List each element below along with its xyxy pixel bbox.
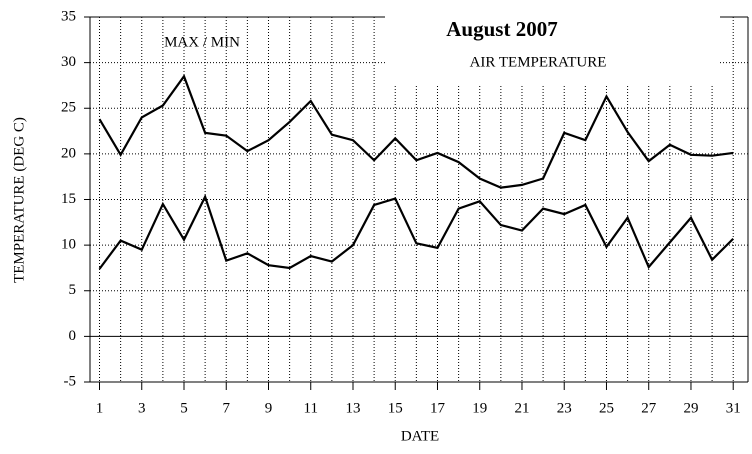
x-tick-label: 1 — [96, 400, 104, 416]
data-line — [98, 74, 734, 189]
x-tick-label: 25 — [599, 400, 614, 416]
annotation: MAX / MIN — [164, 34, 240, 50]
chart-title: August 2007 — [446, 17, 557, 41]
x-tick-label: 9 — [265, 400, 273, 416]
x-tick-label: 17 — [430, 400, 446, 416]
x-tick-label: 15 — [388, 400, 403, 416]
x-tick-label: 23 — [557, 400, 572, 416]
x-tick-label: 3 — [138, 400, 146, 416]
y-tick-label: 5 — [69, 282, 77, 298]
x-tick-label: 7 — [222, 400, 230, 416]
x-tick-label: 21 — [514, 400, 529, 416]
x-tick-label: 19 — [472, 400, 487, 416]
chart-subtitle: AIR TEMPERATURE — [470, 54, 607, 70]
x-tick-label: 11 — [304, 400, 318, 416]
y-tick-label: 10 — [61, 237, 76, 253]
y-tick-label: 20 — [61, 145, 76, 161]
y-tick-label: 15 — [61, 191, 76, 207]
x-tick-label: 29 — [683, 400, 698, 416]
x-tick-label: 5 — [180, 400, 188, 416]
y-tick-label: 25 — [61, 100, 76, 116]
x-tick-label: 27 — [641, 400, 657, 416]
x-tick-label: 13 — [345, 400, 360, 416]
x-tick-label: 31 — [726, 400, 741, 416]
x-axis-label: DATE — [401, 428, 439, 444]
y-tick-label: 30 — [61, 54, 76, 70]
data-line — [98, 193, 734, 270]
y-tick-label: 35 — [61, 8, 76, 24]
title-box — [385, 15, 720, 85]
y-axis-label: TEMPERATURE (DEG C) — [11, 117, 27, 283]
y-tick-label: 0 — [69, 328, 77, 344]
y-tick-label: -5 — [64, 373, 77, 389]
